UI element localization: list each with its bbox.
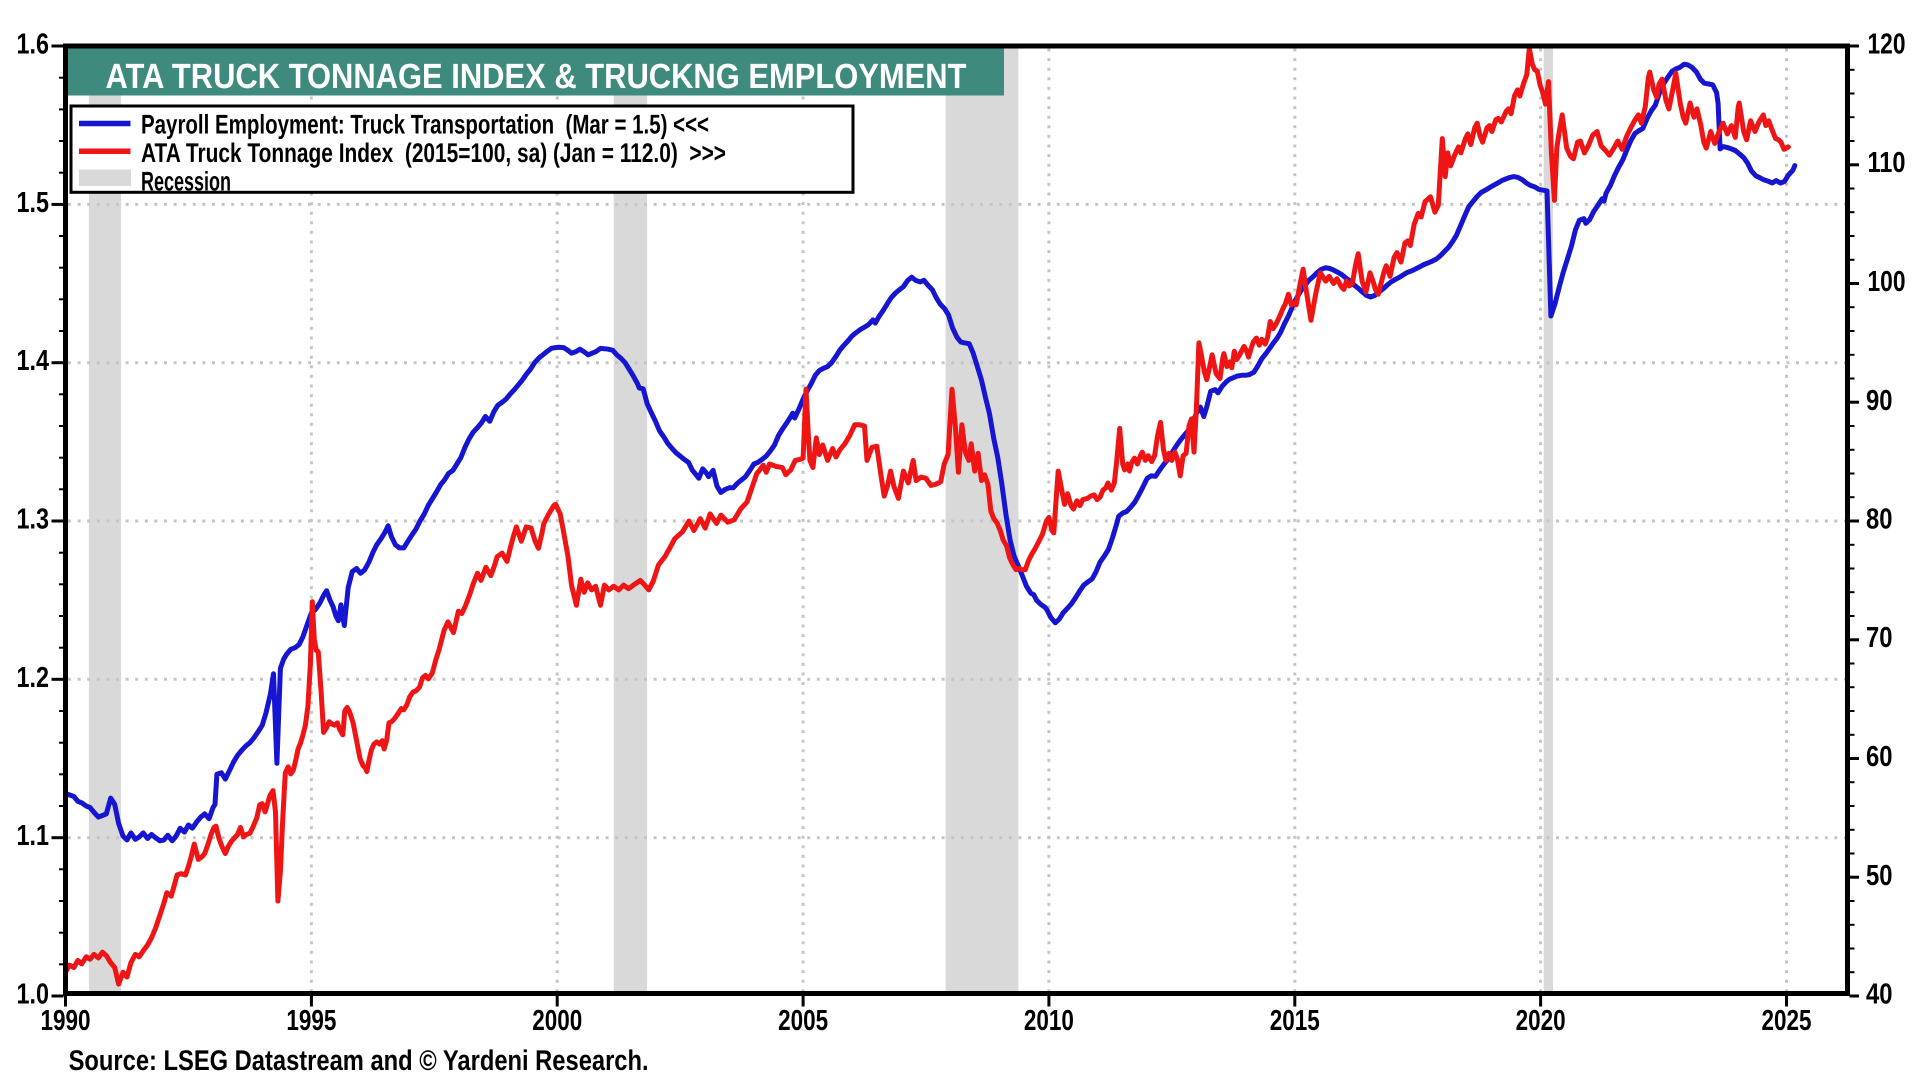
svg-text:90: 90 <box>1866 385 1893 417</box>
svg-text:Recession: Recession <box>141 166 231 196</box>
svg-text:1.4: 1.4 <box>17 345 50 377</box>
svg-text:1.0: 1.0 <box>17 979 50 1011</box>
svg-text:Payroll Employment: Truck Tran: Payroll Employment: Truck Transportation… <box>141 109 709 139</box>
svg-text:1.2: 1.2 <box>17 662 50 694</box>
svg-text:1.3: 1.3 <box>17 504 50 536</box>
svg-text:2025: 2025 <box>1762 1005 1812 1037</box>
svg-text:2005: 2005 <box>778 1005 828 1037</box>
svg-text:1990: 1990 <box>41 1005 91 1037</box>
svg-text:2010: 2010 <box>1024 1005 1074 1037</box>
svg-text:2015: 2015 <box>1270 1005 1320 1037</box>
svg-text:1.6: 1.6 <box>17 29 50 61</box>
svg-text:ATA Truck Tonnage Index (2015: ATA Truck Tonnage Index (2015=100, sa) (… <box>141 138 726 168</box>
svg-text:1.1: 1.1 <box>17 820 50 852</box>
svg-text:ATA TRUCK TONNAGE INDEX & TRUC: ATA TRUCK TONNAGE INDEX & TRUCKNG EMPLOY… <box>106 57 967 96</box>
svg-text:120: 120 <box>1868 29 1906 61</box>
svg-text:Source: LSEG Datastream and ©: Source: LSEG Datastream and © Yardeni Re… <box>69 1045 649 1077</box>
svg-text:50: 50 <box>1866 860 1893 892</box>
svg-text:2020: 2020 <box>1516 1005 1566 1037</box>
svg-text:1.5: 1.5 <box>17 187 50 219</box>
svg-text:60: 60 <box>1866 741 1893 773</box>
svg-text:70: 70 <box>1866 622 1893 654</box>
svg-text:2000: 2000 <box>532 1005 582 1037</box>
svg-text:80: 80 <box>1866 504 1893 536</box>
svg-text:1995: 1995 <box>286 1005 336 1037</box>
svg-text:110: 110 <box>1868 147 1906 179</box>
svg-text:100: 100 <box>1868 266 1906 298</box>
svg-text:40: 40 <box>1866 979 1893 1011</box>
